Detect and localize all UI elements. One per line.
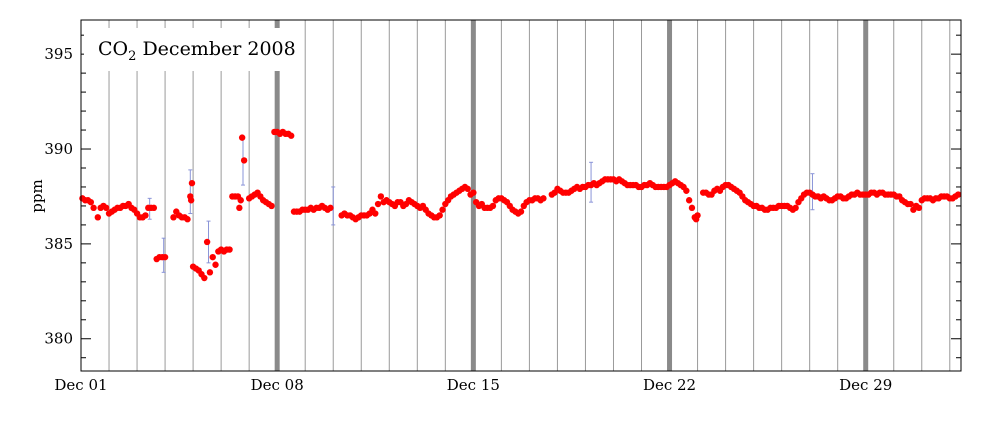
y-axis-label: ppm — [28, 179, 46, 212]
x-tick-label: Dec 08 — [251, 376, 304, 394]
y-tick-label: 380 — [44, 330, 73, 348]
title-background — [84, 28, 292, 71]
plot-frame — [80, 19, 962, 372]
data-point — [374, 200, 382, 208]
data-point — [240, 157, 248, 164]
data-point — [439, 206, 446, 213]
x-tick-label: Dec 22 — [643, 376, 696, 394]
data-point — [184, 216, 191, 223]
x-tick-label: Dec 01 — [54, 376, 107, 394]
y-tick-label: 390 — [44, 140, 73, 158]
data-point — [187, 197, 195, 204]
x-tick-label: Dec 15 — [447, 376, 500, 394]
data-point — [161, 253, 169, 261]
data-point — [170, 214, 177, 221]
data-point — [90, 204, 97, 212]
plot-background — [81, 20, 961, 371]
data-point — [201, 274, 208, 282]
data-point — [237, 197, 244, 204]
data-point — [694, 212, 701, 219]
data-point — [94, 214, 102, 221]
y-tick-label: 395 — [44, 45, 73, 63]
data-point — [907, 200, 914, 208]
data-point — [915, 204, 923, 212]
data-point — [372, 210, 379, 217]
data-point — [206, 269, 214, 276]
data-point — [150, 204, 158, 212]
data-point — [436, 212, 443, 219]
data-point — [517, 208, 525, 215]
data-point — [540, 195, 547, 202]
data-point — [377, 193, 385, 200]
data-point — [792, 204, 799, 212]
x-tick-label: Dec 29 — [839, 376, 892, 394]
data-point — [203, 238, 211, 246]
x-axis-ticks: Dec 01 Dec 08 Dec 15 Dec 22 Dec 29 — [54, 376, 892, 394]
title-box: CO2 December 2008 — [84, 28, 296, 71]
data-point — [188, 179, 196, 187]
errorbars — [147, 137, 815, 273]
y-axis-ticks: 380 385 390 395 — [44, 45, 961, 348]
chart-title: CO2 December 2008 — [98, 38, 296, 64]
data-point — [142, 212, 149, 219]
data-point — [87, 198, 95, 206]
data-point — [209, 253, 216, 261]
data-point — [212, 261, 219, 268]
title-rest: December 2008 — [136, 38, 295, 60]
data-point — [103, 204, 110, 212]
data-point — [268, 202, 275, 210]
data-point — [236, 204, 243, 212]
data-point — [688, 204, 696, 212]
data-point — [489, 202, 497, 210]
data-point — [226, 246, 233, 253]
data-point — [287, 132, 295, 139]
y-tick-label: 385 — [44, 235, 73, 253]
data-point — [238, 134, 246, 141]
title-main: CO — [98, 38, 128, 60]
data-point — [683, 187, 690, 194]
data-point — [464, 185, 471, 193]
data-point — [327, 204, 334, 212]
title-subscript: 2 — [128, 49, 136, 64]
data-points — [79, 128, 962, 282]
data-point — [954, 191, 962, 198]
data-point — [685, 197, 693, 204]
data-point — [470, 189, 477, 196]
